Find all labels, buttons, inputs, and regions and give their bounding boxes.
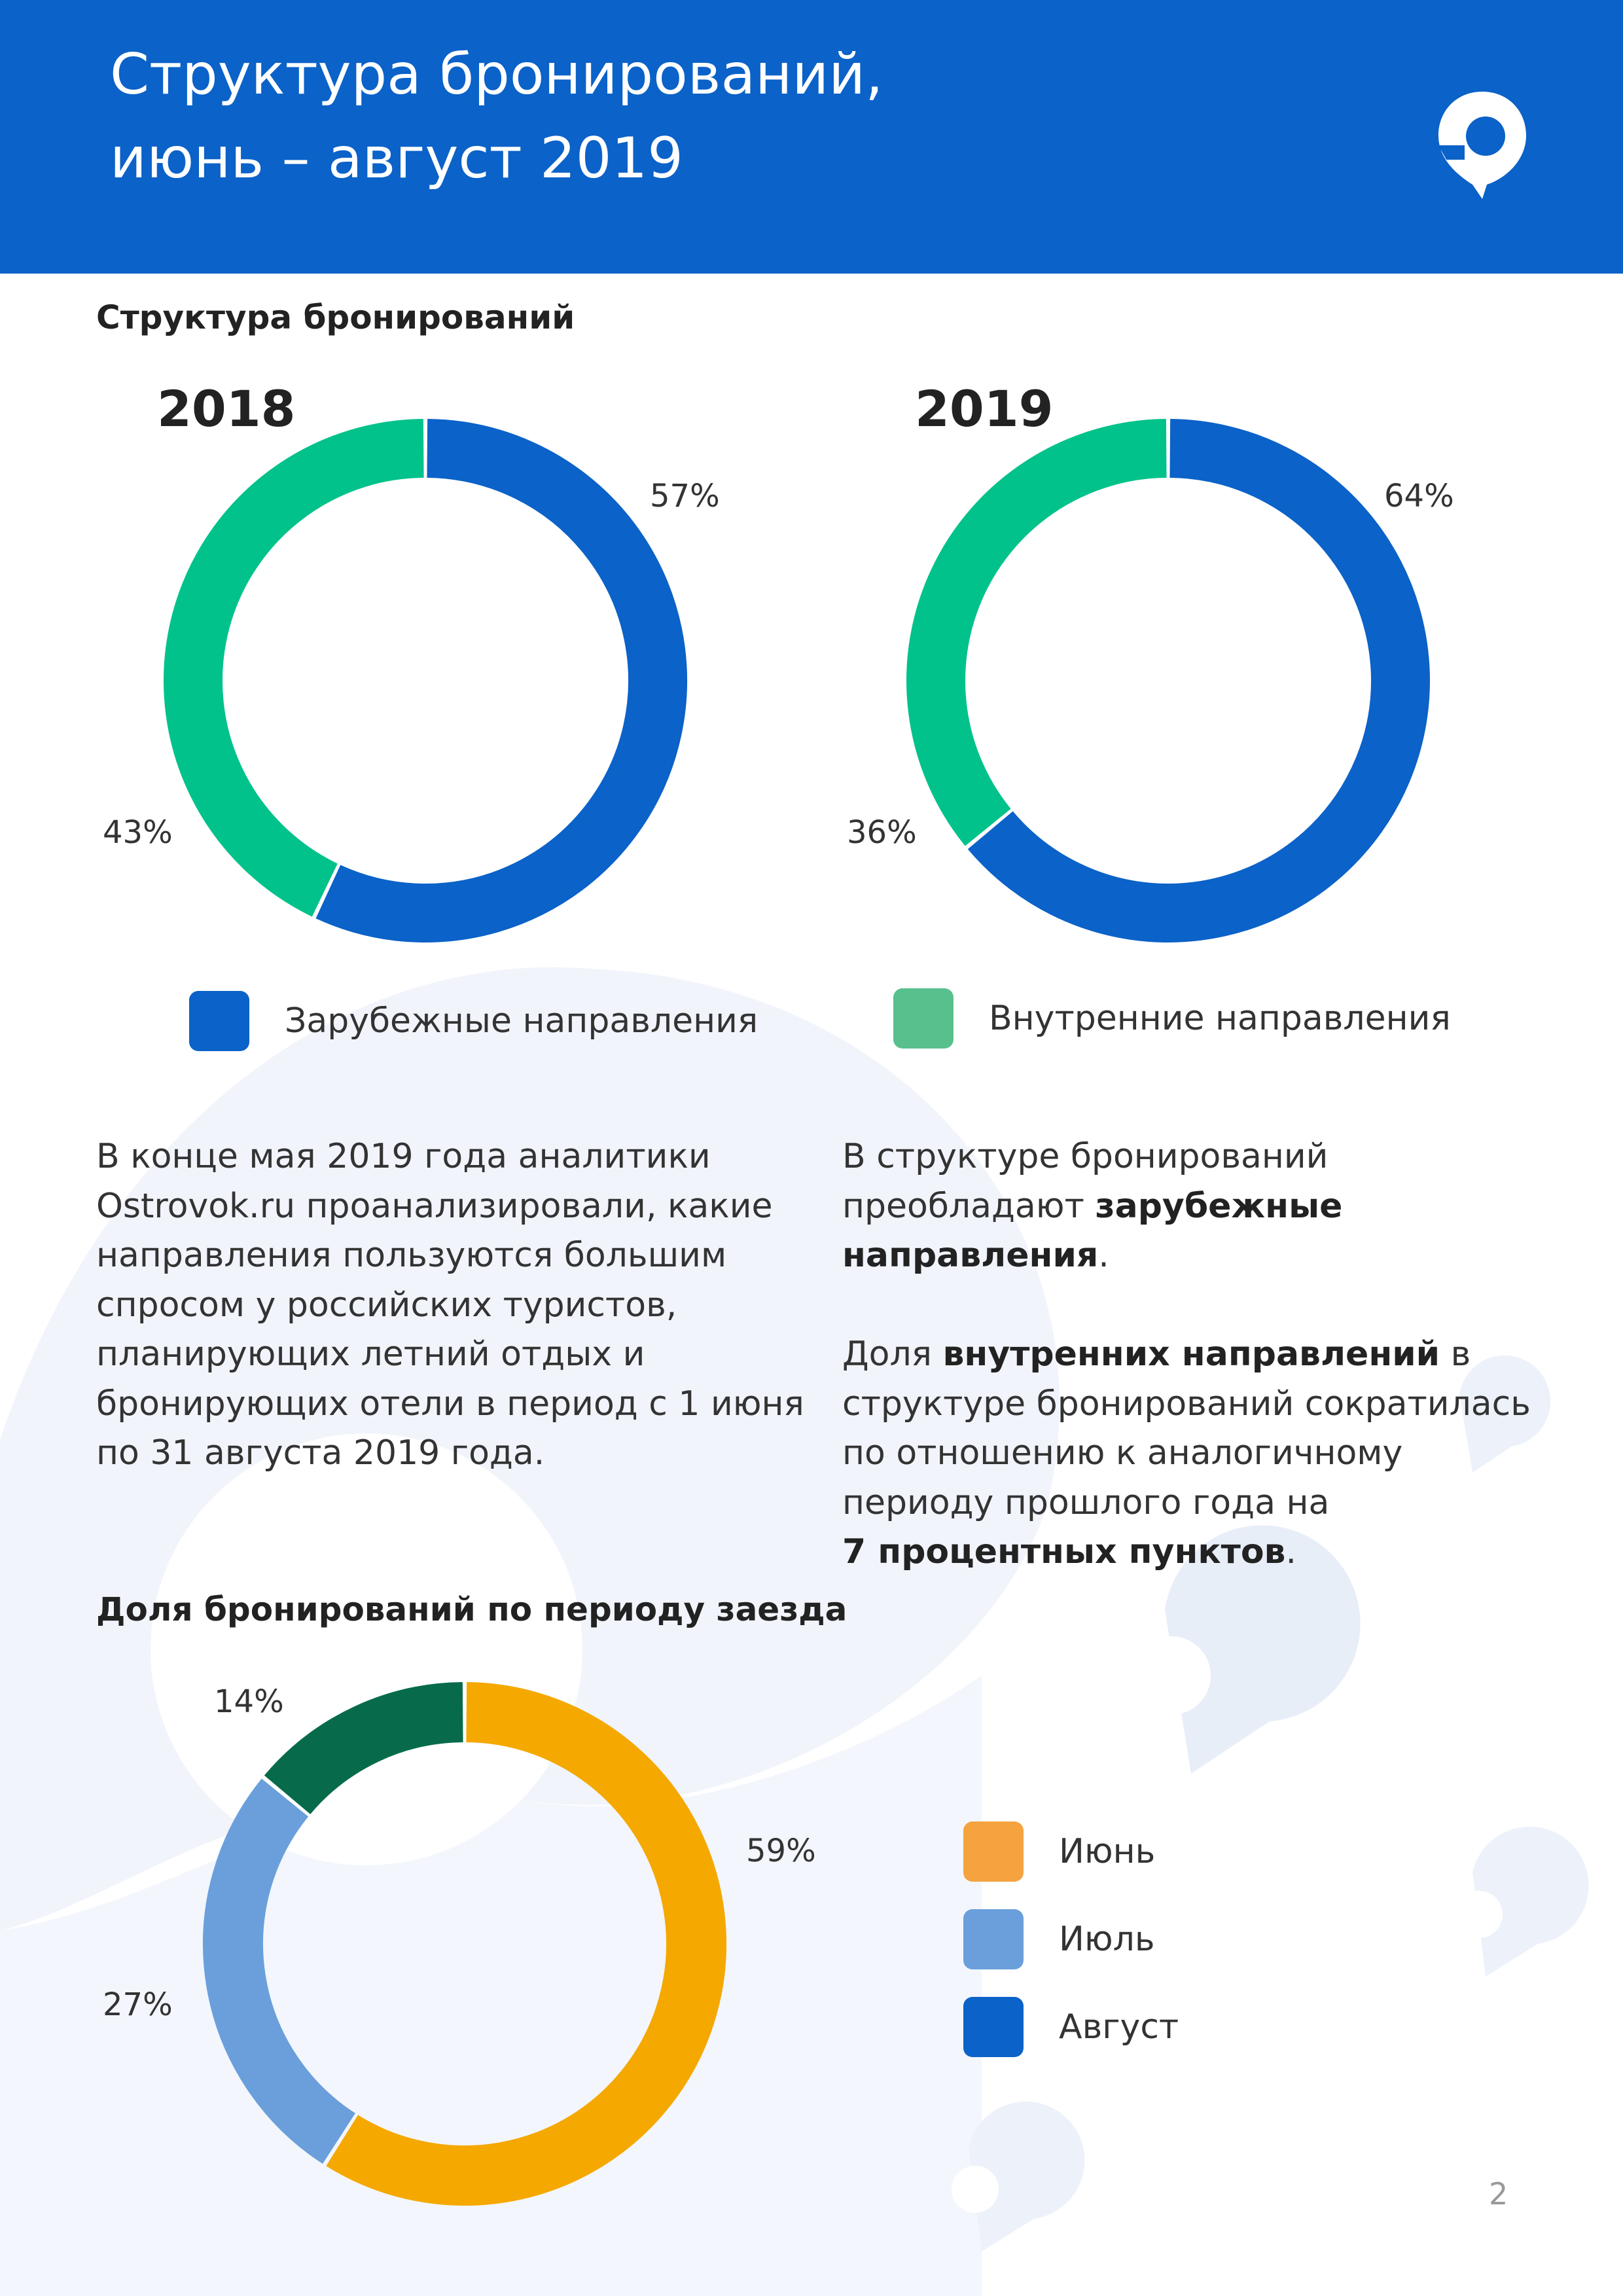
legend-label-july: Июль [1059,1920,1155,1959]
intro-line-3: направления пользуются большим [96,1236,727,1275]
summary-p2-line-4: периоду прошлого года на [842,1482,1330,1522]
summary-p2-line-5: 7 процентных пунктов. [842,1532,1296,1571]
legend-label-foreign: Зарубежные направления [285,1001,758,1041]
summary-paragraph: В структуре бронирований преобладают зар… [842,1132,1531,1577]
donut-slice-1 [967,419,1430,942]
donut-chart-months [203,1682,726,2206]
intro-line-6: бронирующих отели в период с 1 июня [96,1384,804,1424]
legend-swatch-july [963,1909,1024,1969]
page-number: 2 [1489,2176,1508,2212]
deco-pin-icon-1 [1165,1525,1361,1774]
pct-label-2018-foreign: 57% [650,478,720,514]
summary-p2-line-1: Доля внутренних направлений в [842,1335,1471,1374]
pct-label-august: 14% [214,1683,284,1720]
legend-item-august: Август [963,1997,1179,2057]
year-label-2018: 2018 [157,380,296,438]
summary-p1-line-2: преобладают зарубежные [842,1186,1343,1226]
donut-slice-2 [164,419,424,917]
legend-label-june: Июнь [1059,1832,1156,1871]
intro-line-1: В конце мая 2019 года аналитики [96,1137,711,1176]
legend-item-domestic: Внутренние направления [893,988,1451,1049]
section-title-structure: Структура бронирований [96,298,575,336]
pct-label-2019-foreign: 64% [1384,478,1454,514]
deco-pin-icon-4 [1459,1355,1551,1473]
donut-chart-2018 [164,419,687,942]
title-line-1: Структура бронирований, [110,42,883,107]
summary-p1-line-3: направления. [842,1236,1109,1275]
summary-p2-line-3: по отношению к аналогичному [842,1433,1403,1473]
intro-line-2: Ostrovok.ru проанализировали, какие [96,1186,773,1226]
intro-line-7: по 31 августа 2019 года. [96,1433,545,1473]
intro-line-5: планирующих летний отдых и [96,1335,645,1374]
donut-slice-3 [264,1682,464,1815]
deco-pin-icon-3 [969,2101,1085,2251]
section-title-checkin-period: Доля бронирований по периоду заезда [96,1590,847,1628]
intro-line-4: спросом у российских туристов, [96,1285,677,1325]
donut-slice-2 [203,1778,356,2164]
legend-swatch-domestic [893,988,954,1049]
donut-slice-1 [315,419,687,942]
header-banner: Структура бронирований, июнь – август 20… [0,0,1623,274]
pct-label-july: 27% [103,1986,173,2023]
pct-label-2018-domestic: 43% [103,814,173,851]
intro-paragraph: В конце мая 2019 года аналитики Ostrovok… [96,1132,804,1479]
pct-label-2019-domestic: 36% [847,814,917,851]
legend-item-june: Июнь [963,1821,1155,1882]
donut-chart-2019 [906,419,1430,942]
summary-p1-line-1: В структуре бронирований [842,1137,1329,1176]
legend-item-foreign: Зарубежные направления [189,991,758,1051]
summary-p2-line-2: структуре бронирований сократилась [842,1384,1531,1424]
legend-swatch-june [963,1821,1024,1882]
page-title: Структура бронирований, июнь – август 20… [110,33,883,200]
ostrovok-pin-logo-icon [1438,92,1526,199]
pct-label-june: 59% [746,1833,816,1869]
title-line-2: июнь – август 2019 [110,126,683,191]
donut-slice-1 [326,1682,726,2206]
legend-swatch-foreign [189,991,249,1051]
legend-item-july: Июль [963,1909,1155,1969]
legend-label-august: Август [1059,2007,1179,2047]
deco-pin-icon-2 [1472,1826,1589,1977]
donut-slice-2 [906,419,1167,846]
legend-swatch-august [963,1997,1024,2057]
legend-label-domestic: Внутренние направления [989,999,1451,1038]
year-label-2019: 2019 [915,380,1054,438]
